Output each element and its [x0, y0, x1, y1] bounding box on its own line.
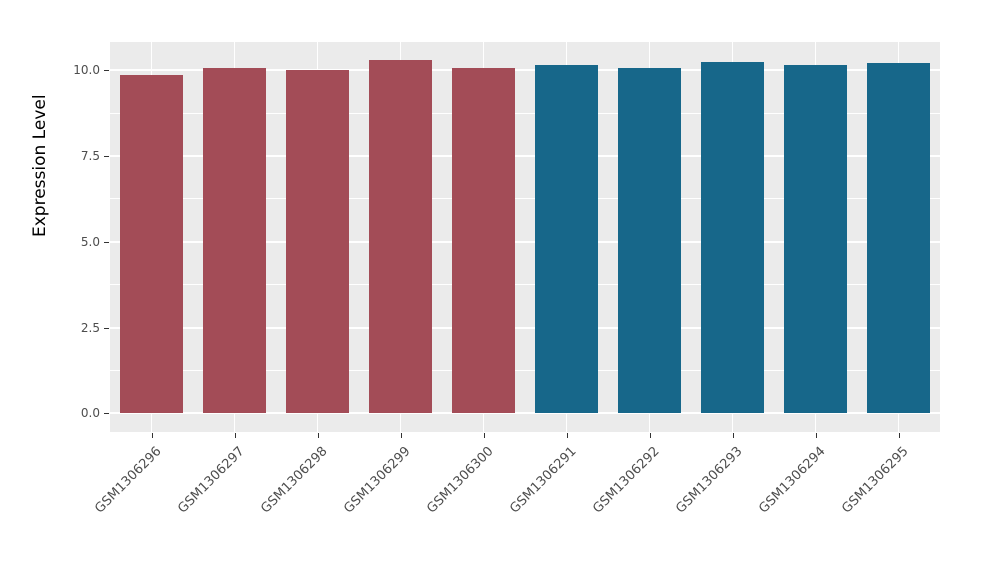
x-tick-mark — [732, 433, 734, 438]
y-tick-mark — [104, 155, 109, 157]
minor-gridline — [110, 112, 940, 114]
bar-GSM1306300 — [451, 68, 516, 414]
bar-GSM1306296 — [119, 75, 184, 414]
minor-gridline — [110, 370, 940, 372]
major-gridline — [110, 240, 940, 243]
y-tick-label: 0.0 — [80, 406, 100, 421]
y-tick-mark — [104, 70, 109, 72]
y-tick-label: 10.0 — [73, 63, 100, 78]
bar-GSM1306298 — [285, 70, 350, 414]
x-tick-mark — [400, 433, 402, 438]
x-tick-mark — [898, 433, 900, 438]
x-tick-mark — [151, 433, 153, 438]
bar-GSM1306295 — [866, 63, 931, 414]
y-tick-mark — [104, 413, 109, 415]
x-tick-mark — [566, 433, 568, 438]
bar-GSM1306291 — [534, 65, 599, 414]
y-tick-mark — [104, 327, 109, 329]
y-tick-label: 2.5 — [80, 320, 100, 335]
y-tick-mark — [104, 241, 109, 243]
bar-GSM1306297 — [202, 68, 267, 414]
minor-gridline — [110, 198, 940, 200]
x-tick-mark — [483, 433, 485, 438]
major-gridline — [110, 154, 940, 157]
major-gridline — [110, 412, 940, 415]
x-tick-mark — [649, 433, 651, 438]
x-tick-mark — [317, 433, 319, 438]
bar-GSM1306294 — [783, 65, 848, 414]
y-tick-label: 7.5 — [80, 148, 100, 163]
bar-GSM1306292 — [617, 68, 682, 414]
y-tick-label: 5.0 — [80, 234, 100, 249]
chart-panel — [110, 42, 940, 432]
major-gridline — [110, 326, 940, 329]
bar-GSM1306293 — [700, 61, 765, 414]
minor-gridline — [110, 284, 940, 286]
x-tick-mark — [815, 433, 817, 438]
major-gridline — [110, 69, 940, 72]
x-tick-mark — [234, 433, 236, 438]
bar-GSM1306299 — [368, 59, 433, 414]
